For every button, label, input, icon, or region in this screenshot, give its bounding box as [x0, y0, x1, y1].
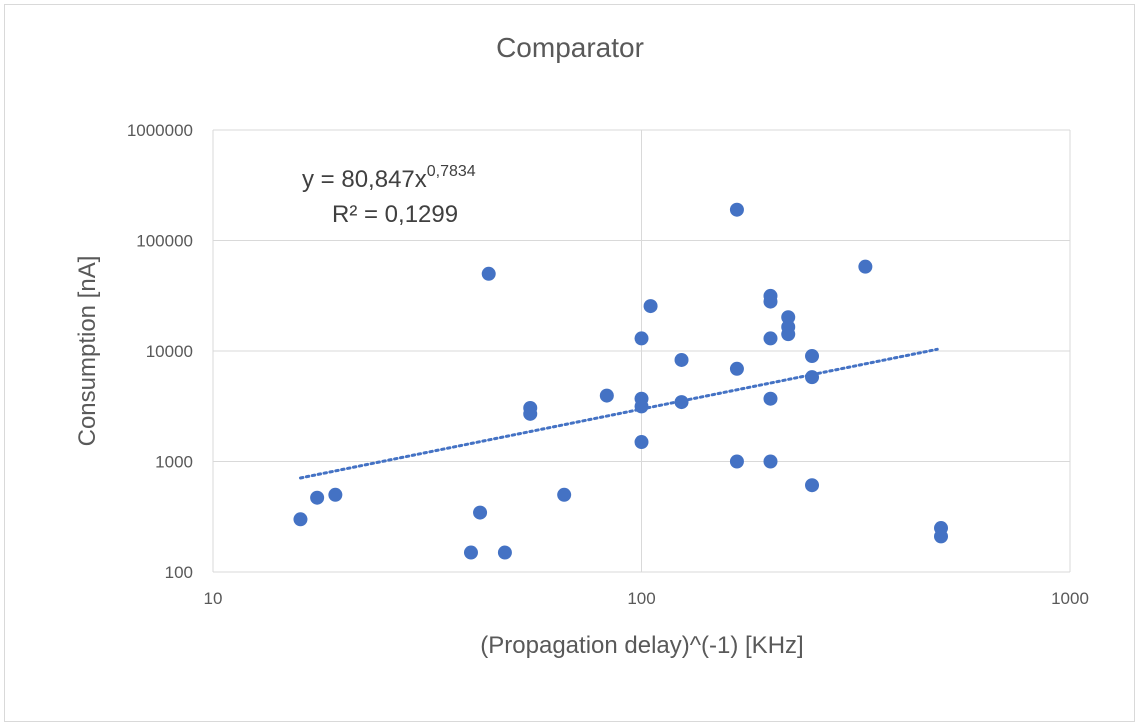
data-point [763, 294, 778, 309]
data-point [481, 266, 496, 281]
data-points [293, 202, 949, 560]
data-point [634, 435, 649, 450]
y-tick-label: 100 [165, 563, 193, 582]
y-axis-tick-labels: 100 1000 10000 100000 1000000 [127, 121, 193, 582]
data-point [729, 202, 744, 217]
data-point [805, 349, 820, 364]
x-axis-title: (Propagation delay)^(-1) [KHz] [480, 632, 803, 659]
y-tick-label: 100000 [136, 232, 193, 251]
x-tick-label: 1000 [1051, 589, 1089, 608]
data-point [805, 478, 820, 493]
data-point [781, 310, 796, 325]
gridlines [212, 129, 1071, 573]
data-point [763, 454, 778, 469]
data-point [729, 361, 744, 376]
data-point [599, 388, 614, 403]
y-axis-title: Consumption [nA] [74, 256, 101, 447]
data-point [643, 299, 658, 314]
data-point [557, 487, 572, 502]
chart-area [4, 4, 1135, 722]
data-point [781, 327, 796, 342]
data-point [523, 406, 538, 421]
trendline-equation-base: y = 80,847x [302, 166, 427, 193]
data-point [763, 331, 778, 346]
data-point [763, 391, 778, 406]
data-point [497, 545, 512, 560]
r-squared-label: R² = 0,1299 [332, 201, 458, 228]
x-axis-tick-labels: 10 100 1000 [204, 589, 1089, 608]
data-point [293, 512, 308, 527]
data-point [805, 370, 820, 385]
power-trendline [298, 347, 939, 480]
data-point [473, 505, 488, 520]
data-point [674, 352, 689, 367]
data-point [634, 399, 649, 414]
trendline-equation: y = 80,847x0,7834 [302, 163, 476, 193]
data-point [310, 490, 325, 505]
y-tick-label: 10000 [146, 342, 193, 361]
data-point [674, 395, 689, 410]
data-point [328, 487, 343, 502]
data-point [463, 545, 478, 560]
data-point [858, 259, 873, 274]
chart-title: Comparator [496, 32, 644, 63]
data-point [634, 331, 649, 346]
x-tick-label: 100 [627, 589, 655, 608]
trendline-equation-exponent: 0,7834 [427, 163, 476, 180]
x-tick-label: 10 [204, 589, 223, 608]
y-tick-label: 1000 [155, 453, 193, 472]
data-point [729, 454, 744, 469]
data-point [934, 529, 949, 544]
y-tick-label: 1000000 [127, 121, 193, 140]
